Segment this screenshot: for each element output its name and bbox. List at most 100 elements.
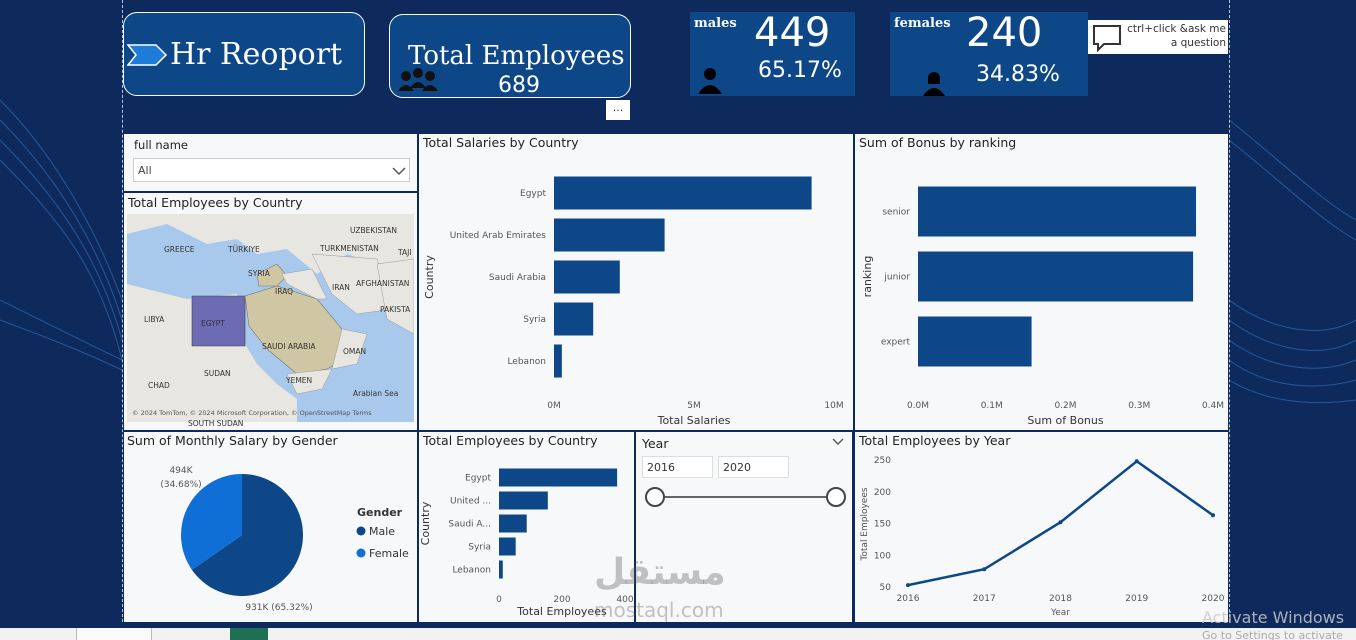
legend-title: Gender [357, 506, 403, 519]
country-map[interactable] [127, 214, 414, 422]
bar[interactable] [918, 251, 1194, 302]
watermark-latin: mostaql.com [594, 598, 724, 622]
males-label: males [694, 16, 737, 31]
qa-text: ctrl+click &ask me a question [1127, 23, 1226, 49]
employees-year-line-chart[interactable]: 2016 2017 2018 2019 202050100150200250YearTo… [855, 432, 1228, 622]
females-label: females [894, 16, 951, 31]
employees-country-title: Total Employees by Country [423, 433, 598, 448]
employees-by-year-panel: Total Employees by Year 2016 2017 2018 2019… [855, 432, 1228, 622]
bar[interactable] [554, 344, 562, 378]
employees-country-bar-chart[interactable]: Egypt United ... Saudi A... Syria Lebanon 0 20… [419, 432, 634, 622]
bar[interactable] [554, 302, 594, 336]
bonus-bar-chart[interactable]: senior junior expert 0.0M 0.1M 0.2M 0.3M 0.4M Su… [855, 134, 1228, 430]
data-point[interactable] [1058, 520, 1063, 525]
qa-button[interactable]: ctrl+click &ask me a question [1088, 20, 1228, 54]
category-label: Egypt [520, 189, 546, 199]
salaries-chart-title: Total Salaries by Country [423, 135, 579, 150]
legend-marker [356, 548, 366, 558]
slice-label: 494K [169, 466, 193, 476]
legend-label[interactable]: Female [369, 547, 409, 560]
y-axis-title: Country [419, 501, 432, 545]
category-label: expert [881, 338, 911, 348]
category-label: Lebanon [452, 566, 491, 576]
bar[interactable] [499, 537, 516, 556]
y-tick-label: 50 [880, 583, 892, 593]
bar[interactable] [918, 186, 1197, 237]
females-kpi: females 240 34.83% [890, 10, 1088, 96]
year-slider-track[interactable] [654, 496, 837, 498]
bar[interactable] [499, 514, 527, 533]
bar[interactable] [918, 316, 1032, 367]
x-tick-label: 2017 [973, 594, 996, 604]
bonus-chart-title: Sum of Bonus by ranking [859, 135, 1017, 150]
taskbar-tab-active[interactable] [230, 628, 268, 640]
category-label: Saudi A... [448, 520, 491, 530]
slicer-title: full name [134, 138, 188, 152]
x-axis-title: Year [1050, 608, 1070, 618]
x-tick-label: 2019 [1125, 594, 1148, 604]
chevron-down-icon[interactable] [832, 437, 844, 447]
gender-pie-chart[interactable]: 931K (65.32%) Male 494K (34.68%) Female Gende… [124, 432, 417, 622]
males-count: 449 [754, 10, 831, 56]
year-from-input[interactable]: 2016 [642, 456, 713, 478]
x-tick-label: 400 [616, 595, 633, 605]
data-point[interactable] [1134, 459, 1139, 464]
y-axis-title: Country [423, 255, 436, 299]
salaries-bar-chart[interactable]: Egypt United Arab Emirates Saudi Arabia Syr… [419, 134, 853, 430]
x-tick-label: 0M [547, 401, 561, 411]
legend-marker [356, 526, 366, 536]
year-slicer: Year 2016 2020 [636, 432, 852, 622]
slice-label: (34.68%) [160, 480, 201, 490]
bar[interactable] [554, 260, 620, 294]
pie-slice-male[interactable] [191, 474, 303, 596]
x-tick-label: 2020 [1202, 594, 1225, 604]
taskbar-tab[interactable] [76, 628, 152, 640]
pie-slice-female[interactable] [181, 474, 242, 570]
category-label: Egypt [465, 474, 491, 484]
activate-settings-text: Go to Settings to activate [1202, 629, 1343, 640]
employees-by-country-panel: Total Employees by Country Egypt United .… [419, 432, 634, 622]
year-slider-start-handle[interactable] [645, 487, 665, 507]
x-tick-label: 5M [687, 401, 701, 411]
report-title-card: Hr Reoport [123, 12, 365, 96]
report-canvas [122, 0, 1230, 622]
year-slider-end-handle[interactable] [826, 487, 846, 507]
bar[interactable] [499, 560, 503, 579]
year-to-input[interactable]: 2020 [718, 456, 789, 478]
dropdown-value: All [138, 164, 152, 177]
y-axis-title: ranking [861, 256, 874, 298]
chat-bubble-icon [1093, 25, 1121, 52]
year-slicer-title: Year [642, 436, 669, 451]
males-kpi: males 449 65.17% [690, 10, 855, 96]
x-tick-label: 10M [824, 401, 843, 411]
data-point[interactable] [1211, 513, 1215, 518]
y-tick-label: 200 [874, 488, 891, 498]
x-tick-label: 2018 [1049, 594, 1072, 604]
x-tick-label: 0.0M [907, 401, 929, 411]
data-point[interactable] [982, 567, 987, 572]
data-point[interactable] [906, 583, 910, 588]
total-employees-card: Total Employees 689 [389, 14, 631, 98]
bar[interactable] [499, 491, 548, 510]
category-label: junior [883, 273, 910, 283]
legend-label[interactable]: Male [369, 525, 395, 538]
watermark-arabic: مستقل [594, 552, 726, 593]
bar[interactable] [499, 468, 618, 487]
category-label: Syria [523, 315, 546, 325]
x-tick-label: 0.3M [1128, 401, 1150, 411]
category-label: Syria [468, 543, 491, 553]
y-tick-label: 150 [874, 520, 891, 530]
more-options-button[interactable]: ... [606, 100, 630, 120]
total-employees-label: Total Employees [408, 41, 625, 71]
full-name-dropdown[interactable]: All [133, 158, 410, 182]
salaries-by-country-panel: Total Salaries by Country Egypt United Ar… [419, 134, 853, 430]
salary-by-gender-panel: Sum of Monthly Salary by Gender 931K (65… [124, 432, 417, 622]
group-users-icon [398, 68, 438, 91]
map-title: Total Employees by Country [128, 195, 303, 210]
x-axis-title: Total Employees [516, 605, 607, 618]
full-name-slicer: full name All [124, 134, 417, 191]
bar[interactable] [554, 176, 812, 210]
x-axis-title: Total Salaries [657, 414, 731, 427]
x-tick-label: 0.1M [981, 401, 1003, 411]
bar[interactable] [554, 218, 665, 252]
